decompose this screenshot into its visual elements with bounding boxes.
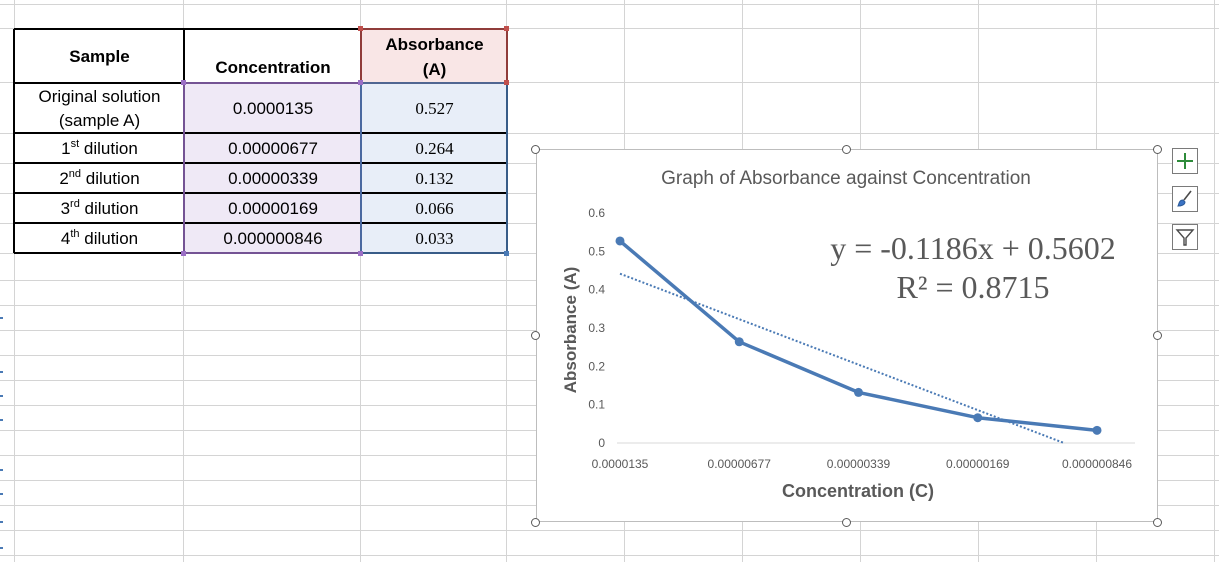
concentration-fill [184,83,361,254]
table-cell-absorbance[interactable]: 0.033 [415,228,454,248]
resize-handle-top[interactable] [842,145,851,154]
table-cell-sample[interactable]: 1st dilution [61,137,138,158]
chart-filters-icon [1175,229,1195,246]
header-sample[interactable]: Sample [69,46,130,66]
resize-handle-bottom[interactable] [842,518,851,527]
chart-area[interactable] [536,149,1158,522]
table-cell-sample[interactable]: 3rd dilution [60,197,139,218]
table-cell-sample[interactable]: Original solution (sample A) [15,84,184,133]
table-cell-concentration[interactable]: 0.00000339 [228,168,318,188]
chart-elements-button[interactable] [1172,148,1198,174]
header-absorbance-line1: Absorbance [385,34,484,54]
table-cell-absorbance[interactable]: 0.527 [415,98,454,118]
absorbance-header-fill [361,29,507,83]
chart-elements-icon [1177,153,1193,169]
resize-handle-top-right[interactable] [1153,145,1162,154]
table-cell-concentration[interactable]: 0.000000846 [223,228,323,248]
resize-handle-right[interactable] [1153,331,1162,340]
table-cell-concentration[interactable]: 0.00000677 [228,138,318,158]
resize-handle-left[interactable] [531,331,540,340]
absorbance-fill [361,83,507,254]
table-cell-concentration[interactable]: 0.0000135 [232,98,314,118]
header-absorbance-line2: (A) [422,59,447,79]
resize-handle-top-left[interactable] [531,145,540,154]
chart-styles-icon [1177,190,1192,207]
chart-styles-button[interactable] [1172,186,1198,212]
table-cell-sample[interactable]: 2nd dilution [59,167,140,188]
sample-line1: Original solution [38,86,161,106]
header-concentration[interactable]: Concentration [215,57,331,77]
resize-handle-bottom-right[interactable] [1153,518,1162,527]
resize-handle-bottom-left[interactable] [531,518,540,527]
table-cell-sample[interactable]: 4th dilution [60,227,139,248]
table-cell-absorbance[interactable]: 0.066 [415,198,454,218]
header-absorbance[interactable]: Absorbance (A) [362,30,507,83]
table-cell-absorbance[interactable]: 0.132 [415,168,454,188]
chart-filters-button[interactable] [1172,224,1198,250]
sample-line2: (sample A) [58,110,141,130]
table-cell-absorbance[interactable]: 0.264 [415,138,454,158]
table-cell-concentration[interactable]: 0.00000169 [228,198,318,218]
